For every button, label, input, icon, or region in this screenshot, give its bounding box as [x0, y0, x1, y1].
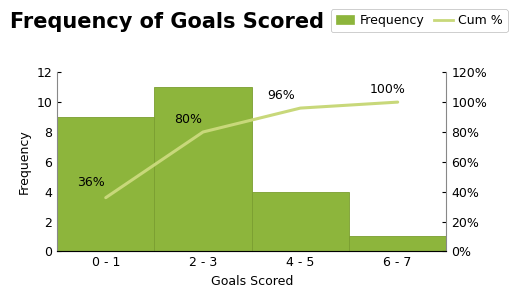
Y-axis label: Frequency: Frequency	[18, 129, 31, 194]
Text: 80%: 80%	[174, 113, 202, 126]
Bar	[57, 117, 155, 251]
Text: 96%: 96%	[267, 89, 295, 102]
Text: Frequency of Goals Scored: Frequency of Goals Scored	[10, 12, 324, 32]
Bar	[155, 87, 252, 251]
X-axis label: Goals Scored: Goals Scored	[211, 275, 293, 288]
Text: 100%: 100%	[370, 83, 406, 96]
Bar	[252, 192, 349, 251]
Legend: Frequency, Cum %: Frequency, Cum %	[331, 9, 508, 32]
Text: 36%: 36%	[77, 176, 105, 189]
Bar	[349, 236, 446, 251]
